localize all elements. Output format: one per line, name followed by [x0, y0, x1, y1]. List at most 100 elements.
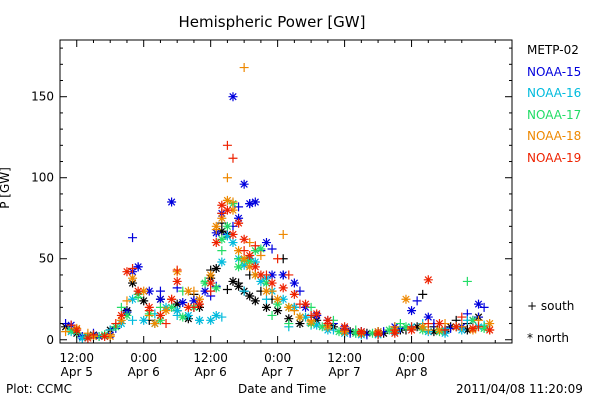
data-point-north — [234, 213, 244, 223]
x-tick-label-date: Apr 7 — [262, 365, 294, 379]
data-point-north — [217, 226, 227, 236]
data-point-north — [239, 254, 249, 264]
data-point-north — [245, 257, 255, 267]
data-point-north — [200, 286, 210, 296]
data-point-north — [217, 213, 227, 223]
data-point-north — [245, 199, 255, 209]
data-point-north — [178, 312, 188, 322]
data-point-north — [256, 276, 266, 286]
data-point-north — [211, 221, 221, 231]
data-point-north — [217, 257, 227, 267]
x-tick-label-date: Apr 6 — [195, 365, 227, 379]
data-point-north — [167, 302, 177, 312]
data-point-north — [250, 262, 260, 272]
data-point-north — [273, 294, 283, 304]
data-point-north — [273, 299, 283, 309]
data-point-north — [351, 328, 361, 338]
data-point-north — [72, 325, 82, 335]
x-tick-label-time: 0:00 — [264, 351, 291, 365]
data-point-north — [261, 302, 271, 312]
data-point-north — [485, 319, 495, 329]
data-point-north — [206, 315, 216, 325]
data-point-north — [256, 244, 266, 254]
data-point-south — [217, 246, 227, 256]
data-point-north — [418, 322, 428, 332]
data-point-north — [77, 333, 87, 343]
data-point-north — [423, 275, 433, 285]
data-point-north — [289, 289, 299, 299]
data-point-south — [222, 173, 232, 183]
data-point-south — [239, 246, 249, 256]
data-point-north — [228, 229, 238, 239]
data-point-north — [295, 312, 305, 322]
data-point-north — [200, 278, 210, 288]
data-point-north — [340, 322, 350, 332]
data-point-north — [222, 205, 232, 215]
data-point-north — [284, 314, 294, 324]
data-point-north — [172, 306, 182, 316]
legend-south-marker: + south — [527, 299, 575, 313]
data-point-north — [245, 291, 255, 301]
data-point-north — [245, 262, 255, 272]
series-metp-02 — [61, 218, 489, 340]
data-point-south — [306, 310, 316, 320]
data-point-north — [289, 278, 299, 288]
data-point-south — [256, 251, 266, 261]
data-point-north — [250, 246, 260, 256]
x-tick-label-time: 12:00 — [193, 351, 228, 365]
data-point-north — [139, 296, 149, 306]
data-point-north — [228, 205, 238, 215]
legend-entry-noaa-18: NOAA-18 — [527, 129, 582, 143]
data-point-north — [167, 294, 177, 304]
data-point-north — [334, 327, 344, 337]
data-point-north — [139, 286, 149, 296]
data-point-south — [128, 315, 138, 325]
data-point-south — [273, 254, 283, 264]
series-noaa-19 — [66, 140, 495, 343]
data-point-north — [217, 234, 227, 244]
data-point-south — [284, 270, 294, 280]
data-point-north — [468, 323, 478, 333]
data-point-south — [61, 327, 71, 337]
y-axis-label: P [GW] — [0, 167, 12, 209]
data-point-north — [485, 325, 495, 335]
data-point-north — [116, 315, 126, 325]
data-point-north — [167, 197, 177, 207]
data-point-north — [295, 319, 305, 329]
footer-credit: Plot: CCMC — [6, 382, 72, 396]
data-point-south — [462, 276, 472, 286]
chart-title: Hemispheric Power [GW] — [179, 13, 366, 31]
data-point-south — [128, 233, 138, 243]
data-point-north — [189, 296, 199, 306]
data-point-north — [211, 238, 221, 248]
data-point-north — [133, 286, 143, 296]
data-point-north — [306, 317, 316, 327]
data-point-north — [273, 306, 283, 316]
data-point-north — [150, 319, 160, 329]
data-point-north — [245, 251, 255, 261]
data-point-north — [234, 262, 244, 272]
data-point-north — [66, 325, 76, 335]
data-point-north — [183, 310, 193, 320]
data-point-north — [462, 325, 472, 335]
data-point-north — [105, 332, 115, 342]
x-tick-label-time: 12:00 — [327, 351, 362, 365]
data-point-north — [211, 310, 221, 320]
series-legend: METP-02 NOAA-15 NOAA-16 NOAA-17 NOAA-18 NOAA-… — [527, 40, 581, 169]
x-tick-label-date: Apr 5 — [61, 365, 93, 379]
data-point-north — [239, 234, 249, 244]
data-point-north — [367, 328, 377, 338]
data-point-south — [116, 302, 126, 312]
legend-entry-noaa-19: NOAA-19 — [527, 150, 582, 165]
data-point-north — [261, 286, 271, 296]
x-axis-label: Date and Time — [238, 382, 327, 396]
data-point-south — [278, 229, 288, 239]
data-point-north — [373, 328, 383, 338]
data-point-north — [261, 238, 271, 248]
data-point-north — [468, 315, 478, 325]
data-point-south — [161, 319, 171, 329]
data-point-north — [128, 294, 138, 304]
data-point-north — [195, 294, 205, 304]
data-point-north — [479, 323, 489, 333]
data-point-north — [128, 278, 138, 288]
